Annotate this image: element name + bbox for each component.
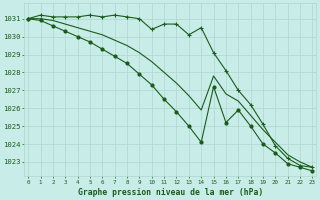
X-axis label: Graphe pression niveau de la mer (hPa): Graphe pression niveau de la mer (hPa) <box>78 188 263 197</box>
